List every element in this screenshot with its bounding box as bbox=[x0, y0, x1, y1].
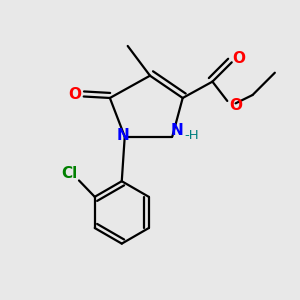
Text: -H: -H bbox=[184, 129, 199, 142]
Text: O: O bbox=[233, 51, 246, 66]
Text: O: O bbox=[68, 87, 81, 102]
Text: Cl: Cl bbox=[61, 166, 78, 181]
Text: N: N bbox=[170, 123, 183, 138]
Text: O: O bbox=[229, 98, 242, 113]
Text: N: N bbox=[117, 128, 130, 142]
